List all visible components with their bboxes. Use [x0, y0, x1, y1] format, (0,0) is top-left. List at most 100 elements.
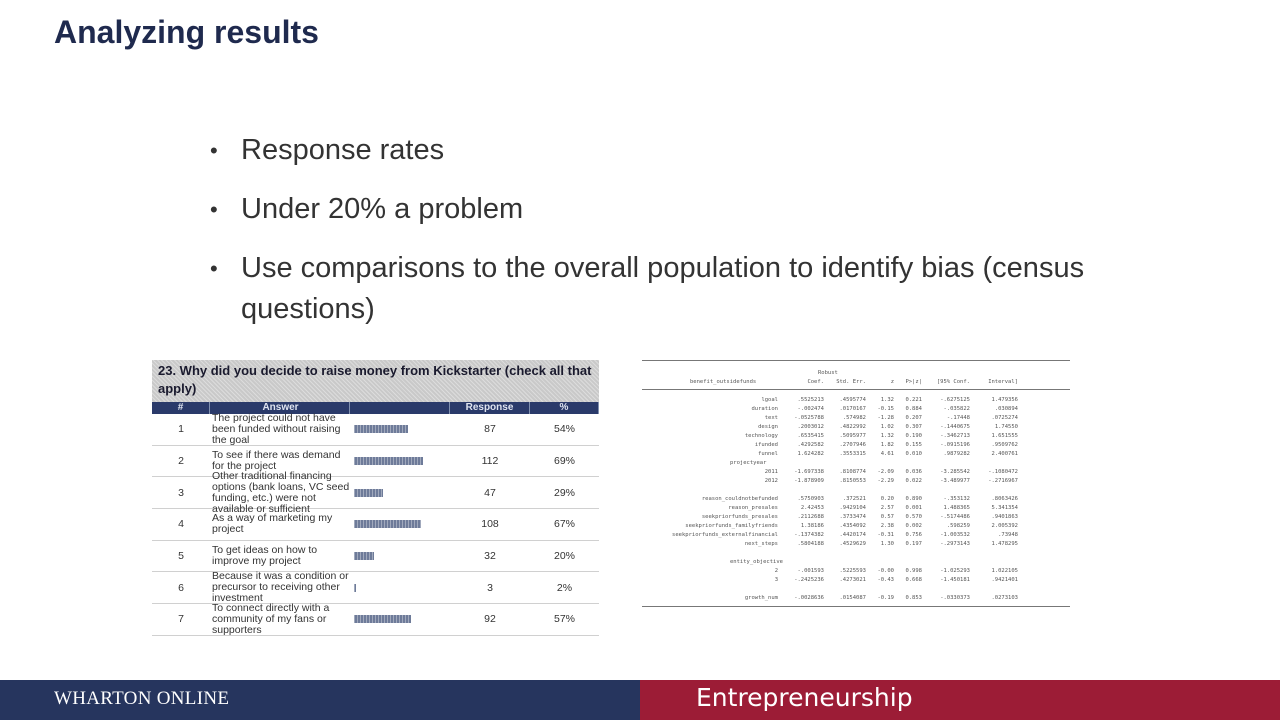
regression-cell: -.001593 — [797, 568, 825, 574]
regression-cell: 0.207 — [905, 415, 922, 421]
regression-cell: -1.025293 — [940, 568, 970, 574]
regression-cell: -.6275125 — [940, 397, 970, 403]
regression-cell: 1.74550 — [994, 424, 1018, 430]
regression-cell: 1.32 — [880, 397, 894, 403]
regression-variable-name: text — [764, 415, 778, 421]
regression-cell: -.035822 — [943, 406, 971, 412]
regression-cell: .9401863 — [991, 514, 1019, 520]
regression-variable-name: duration — [751, 406, 779, 412]
regression-cell: 4.61 — [880, 451, 894, 457]
regression-cell: 0.221 — [905, 397, 922, 403]
table-rule — [642, 606, 1070, 607]
table-rule — [642, 360, 1070, 361]
row-number: 7 — [178, 613, 184, 626]
slide-title: Analyzing results — [54, 14, 319, 50]
row-percent: 29% — [553, 486, 575, 499]
regression-section-label: projectyear — [730, 460, 767, 466]
table-row: 3 Other traditional financing options (ba… — [152, 470, 599, 514]
row-number: 5 — [178, 550, 184, 563]
regression-cell: 0.570 — [905, 514, 922, 520]
row-answer: Because it was a condition or precursor … — [212, 570, 349, 605]
regression-cell: .0725274 — [991, 415, 1019, 421]
row-bar-cell — [350, 488, 450, 497]
regression-cell: 1.488365 — [943, 505, 971, 511]
regression-output-table: Robust benefit_outsidefunds Coef. Std. Err.… — [642, 360, 1070, 636]
table-row: 2 To see if there was demand for the proj… — [152, 446, 599, 478]
regression-cell: 0.002 — [905, 523, 922, 529]
bullet-text: Response rates — [241, 134, 445, 166]
regression-cell: 1.02 — [880, 424, 894, 430]
regression-variable-name: seekpriorfunds_externalfinancial — [672, 532, 778, 538]
response-bar — [354, 520, 422, 529]
regression-cell: -.2973143 — [940, 541, 970, 547]
response-bar — [354, 488, 384, 497]
row-number: 2 — [178, 455, 184, 468]
regression-cell: -0.15 — [877, 406, 894, 412]
regression-dependent-variable: benefit_outsidefunds — [690, 379, 757, 385]
regression-cell: .4822992 — [839, 424, 867, 430]
row-percent: 54% — [553, 423, 575, 436]
regression-cell: .5804188 — [797, 541, 825, 547]
regression-cell: 2.42453 — [800, 505, 824, 511]
regression-variable-name: lgoal — [761, 397, 778, 403]
regression-cell: .73948 — [998, 532, 1018, 538]
column-header-percent: % — [530, 402, 599, 414]
row-number: 3 — [178, 486, 184, 499]
regression-cell: .4354092 — [839, 523, 867, 529]
regression-column-header: [95% Conf. — [936, 379, 970, 385]
regression-cell: 0.756 — [905, 532, 922, 538]
row-percent: 69% — [553, 455, 575, 468]
regression-cell: -0.31 — [877, 532, 894, 538]
regression-cell: 1.30 — [880, 541, 894, 547]
regression-cell: -1.28 — [877, 415, 894, 421]
regression-cell: 2.005392 — [991, 523, 1019, 529]
regression-cell: 0.668 — [905, 577, 922, 583]
regression-cell: -.2425236 — [794, 577, 824, 583]
bullet-text: Under 20% a problem — [241, 193, 524, 225]
regression-cell: .4420174 — [839, 532, 867, 538]
row-answer: To see if there was demand for the proje… — [212, 449, 341, 473]
regression-cell: 0.998 — [905, 568, 922, 574]
regression-cell: -1.697338 — [794, 469, 824, 475]
row-bar-cell — [350, 425, 450, 434]
row-percent: 2% — [556, 581, 573, 594]
regression-cell: .4595774 — [839, 397, 867, 403]
regression-cell: 0.036 — [905, 469, 922, 475]
regression-cell: 0.20 — [880, 496, 894, 502]
regression-cell: -.0330373 — [940, 595, 970, 601]
regression-cell: .4273021 — [839, 577, 867, 583]
regression-cell: .0170167 — [839, 406, 867, 412]
row-response-count: 92 — [484, 613, 496, 626]
regression-cell: -.1440675 — [940, 424, 970, 430]
regression-cell: 1.022105 — [991, 568, 1019, 574]
row-bar-cell — [350, 583, 450, 592]
survey-results-table: 23. Why did you decide to raise money fr… — [152, 360, 599, 636]
regression-cell: .3733474 — [839, 514, 867, 520]
regression-cell: 2.57 — [880, 505, 894, 511]
survey-rows: 1 The project could not have been funded … — [152, 412, 599, 636]
regression-cell: -.1080472 — [988, 469, 1018, 475]
regression-cell: -0.00 — [877, 568, 894, 574]
row-bar-cell — [350, 615, 450, 624]
row-bar-cell — [350, 552, 450, 561]
regression-column-header: P>|z| — [905, 379, 922, 385]
table-row: 7 To connect directly with a community of… — [152, 602, 599, 636]
table-row: 1 The project could not have been funded … — [152, 412, 599, 446]
table-rule — [642, 389, 1070, 390]
bullet-list: • Response rates • Under 20% a problem • Us… — [210, 130, 1090, 348]
regression-cell: 1.651555 — [991, 433, 1019, 439]
row-response-count: 3 — [487, 581, 493, 594]
regression-cell: -.2716967 — [988, 478, 1018, 484]
regression-cell: -.3462713 — [940, 433, 970, 439]
column-header-bar — [350, 402, 450, 414]
regression-cell: -.17448 — [946, 415, 970, 421]
regression-cell: .2112688 — [797, 514, 825, 520]
survey-question-title: 23. Why did you decide to raise money fr… — [152, 360, 599, 402]
regression-cell: .8063426 — [991, 496, 1019, 502]
footer-course-text: Entrepreneurship — [696, 683, 913, 712]
regression-cell: -3.489977 — [940, 478, 970, 484]
row-percent: 67% — [553, 518, 575, 531]
regression-cell: .598259 — [946, 523, 970, 529]
regression-variable-name: seekpriorfunds_presales — [701, 514, 778, 520]
regression-cell: -0.19 — [877, 595, 894, 601]
